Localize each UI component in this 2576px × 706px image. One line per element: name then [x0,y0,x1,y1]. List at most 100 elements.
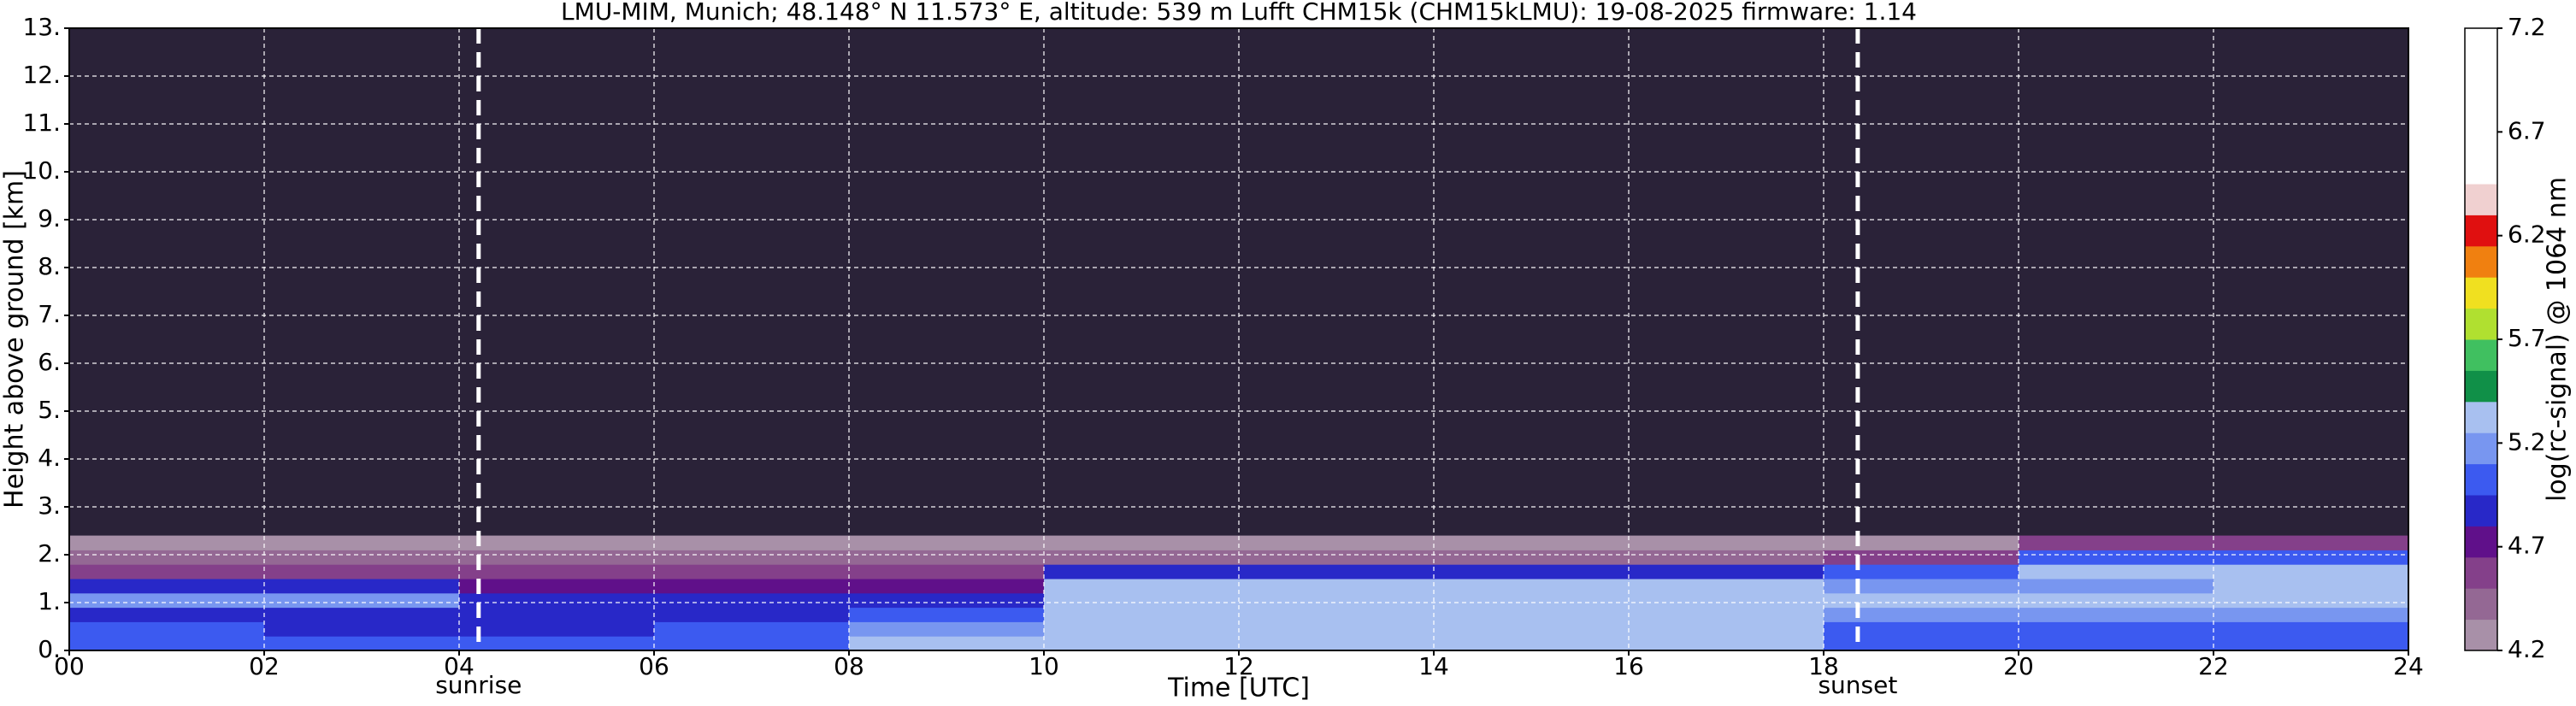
heatmap-cell [2213,535,2409,550]
y-tick-label: 9. [38,204,61,232]
plot-frame [68,27,2409,651]
heatmap-cell [2019,579,2214,594]
heatmap-cell [1629,550,1824,565]
heatmap-cell [69,535,265,550]
y-axis-label: Height above ground [km] [0,170,30,509]
heatmap-cell [1239,592,1435,609]
heatmap-cell [2213,636,2409,651]
heatmap-cell [69,607,265,622]
heatmap-cell [2019,535,2214,550]
y-tick-label: 2. [38,539,61,568]
y-tick-label: 1. [38,587,61,615]
y-tick-label: 0. [38,635,61,663]
heatmap-cell [849,579,1045,594]
x-tick-label: 00 [54,652,85,680]
colorbar-segment [2465,59,2497,91]
heatmap-cell [264,636,460,651]
heatmap-cell [69,550,265,565]
annotation-label: sunrise [435,671,522,699]
heatmap-cell [1824,607,2019,622]
x-tick-label: 20 [2003,652,2034,680]
y-tick-label: 5. [38,396,61,424]
heatmap-cell [69,564,265,580]
x-tick-label: 12 [1223,652,1254,680]
heatmap-cell [1434,579,1630,594]
heatmap-cell [1044,607,1240,622]
colorbar-tick-label: 5.7 [2508,324,2546,352]
x-tick-label: 04 [444,652,475,680]
heatmap-cell [69,621,265,637]
colorbar-tick-label: 4.7 [2508,532,2546,560]
heatmap-cell [1044,579,1240,594]
heatmap-cell [1044,535,1240,550]
x-tick-label: 06 [639,652,669,680]
heatmap-cell [1239,550,1435,565]
heatmap-cell [654,579,850,594]
colorbar-segment [2465,245,2497,278]
y-tick-label: 8. [38,252,61,280]
heatmap-cell [2213,564,2409,580]
colorbar-segment [2465,90,2497,122]
heatmap-cell [1239,564,1435,580]
heatmap-cell [2213,621,2409,637]
heatmap-cell [1629,579,1824,594]
colorbar-tick-label: 4.2 [2508,635,2546,663]
heatmap-cell [1824,592,2019,609]
x-tick-label: 18 [1808,652,1839,680]
y-tick-label: 6. [38,348,61,376]
heatmap-cell [2213,579,2409,594]
y-tick-label: 4. [38,444,61,472]
x-tick-label: 22 [2198,652,2229,680]
heatmap-cell [849,636,1045,651]
colorbar-segment [2465,463,2497,496]
heatmap-cell [849,621,1045,637]
chart-title: LMU-MIM, Munich; 48.148° N 11.573° E, al… [561,0,1917,26]
heatmap-cell [1044,550,1240,565]
heatmap-cell [1629,607,1824,622]
heatmap-cell [1629,564,1824,580]
heatmap-cell [69,636,265,651]
heatmap-cell [69,592,265,609]
heatmap-cell [2019,550,2214,565]
colorbar-tick-label: 6.7 [2508,116,2546,144]
heatmap-cell [849,592,1045,609]
heatmap-cell [264,579,460,594]
heatmap-cell [2019,607,2214,622]
heatmap-cell [264,564,460,580]
y-tick-label: 12. [22,61,61,89]
colorbar-segment [2465,619,2497,651]
heatmap-cell [1629,592,1824,609]
heatmap-cell [1824,636,2019,651]
x-tick-label: 10 [1029,652,1059,680]
heatmap-cell [264,535,460,550]
colorbar-segment [2465,339,2497,371]
colorbar-segment [2465,277,2497,309]
heatmap-cell [1434,592,1630,609]
heatmap-cell [1434,636,1630,651]
x-axis-label: Time [UTC] [1167,674,1310,703]
colorbar-segment [2465,121,2497,154]
colorbar-tick-label: 5.2 [2508,427,2546,456]
heatmap-cell [2019,564,2214,580]
heatmap-cell [654,607,850,622]
heatmap-cell [459,564,655,580]
y-tick-label: 13. [22,13,61,41]
x-tick-label: 24 [2393,652,2424,680]
heatmap-cell [2019,621,2214,637]
colorbar-segment [2465,556,2497,589]
heatmap-cell [459,636,655,651]
heatmap-cell [1824,579,2019,594]
x-tick-label: 02 [249,652,280,680]
heatmap-cell [654,535,850,550]
heatmap-cell [1824,621,2019,637]
heatmap-cell [1044,621,1240,637]
y-tick-label: 11. [22,109,61,137]
heatmap-cell [849,607,1045,622]
heatmap-cell [849,550,1045,565]
heatmap-cell [264,592,460,609]
heatmap-cell [1044,636,1240,651]
heatmap-cell [654,636,850,651]
colorbar-tick-label: 7.2 [2508,13,2546,41]
